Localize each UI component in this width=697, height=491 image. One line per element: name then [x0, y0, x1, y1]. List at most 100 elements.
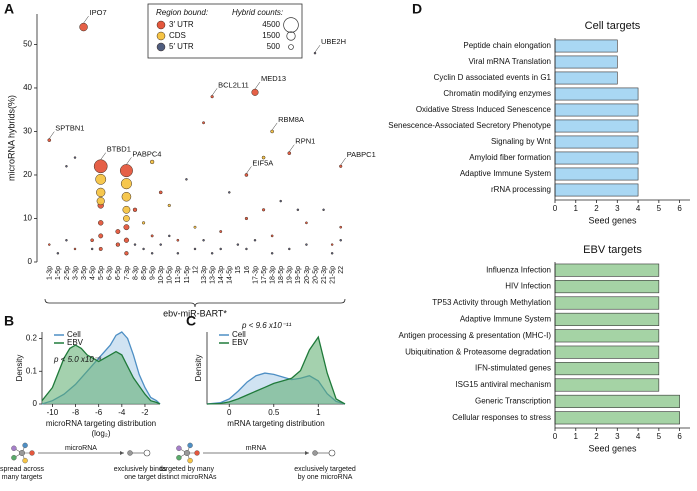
bubble [322, 208, 325, 212]
bubble [219, 247, 222, 251]
legend-box [147, 3, 303, 59]
x-tick-label: 2 [594, 432, 599, 441]
schematic-center [183, 450, 190, 457]
x-tick-label: 5 [657, 204, 662, 213]
x-tick-label: 2 [594, 204, 599, 213]
bubble [270, 234, 274, 238]
bubble [270, 129, 274, 134]
x-axis-label: Seed genes [588, 215, 637, 225]
bubble [296, 208, 300, 212]
bar [554, 329, 660, 343]
bubble [150, 252, 154, 255]
bubble [288, 247, 291, 251]
x-tick-label: 20-5p [312, 266, 319, 284]
y-axis-label: Density [15, 355, 24, 382]
x-bracket [44, 298, 346, 308]
bubble [228, 191, 231, 194]
bar [554, 312, 660, 326]
bar [554, 167, 639, 181]
y-tick-label: ISG15 antiviral mechanism [455, 380, 551, 389]
bubble [47, 138, 52, 142]
legend-swatch [156, 42, 166, 52]
x-axis-label: ebv-miR-BART* [163, 308, 227, 318]
y-tick-label: Oxidative Stress Induced Senescence [416, 105, 552, 114]
annotation: p < 5.0 x10⁻⁹ [53, 355, 102, 364]
x-tick-label: 6 [677, 204, 682, 213]
bubble [159, 243, 162, 246]
label-leader [246, 166, 252, 174]
size-legend-label: 1500 [262, 31, 280, 40]
legend-swatch [156, 20, 166, 30]
y-tick-label: Signaling by Wnt [491, 137, 552, 146]
x-tick-label: 9-5p [149, 266, 156, 280]
y-tick-label: 10 [23, 214, 32, 223]
y-tick-label: Amyloid fiber formation [469, 153, 551, 162]
x-tick-label: 5-5p [98, 266, 105, 280]
bubble [330, 252, 334, 255]
x-tick-label: -6 [95, 408, 103, 417]
y-tick-label: rRNA processing [491, 185, 551, 194]
legend-swatch [156, 31, 166, 41]
point-label: PABPC4 [132, 149, 161, 158]
schematic-target [143, 449, 151, 457]
bubble [339, 225, 343, 229]
label-leader [271, 122, 278, 131]
schematic-node [176, 445, 182, 451]
x-tick-label: 18-5p [278, 266, 285, 284]
y-tick-label: 0 [33, 399, 38, 408]
bubble [115, 229, 121, 234]
x-tick-label: 7-3p [124, 266, 131, 280]
y-tick-label: 0.1 [26, 366, 38, 375]
size-legend-label: 4500 [262, 20, 280, 29]
bubble [90, 247, 94, 251]
x-tick-label: 21-3p [321, 266, 328, 284]
bubble [65, 165, 68, 168]
legend-label: Cell [67, 330, 81, 339]
chart-title: Cell targets [585, 20, 641, 32]
bar [554, 280, 660, 294]
x-tick-label: 0.5 [268, 408, 280, 417]
bubble [133, 243, 137, 246]
x-tick-label: 21-5p [329, 266, 336, 284]
y-tick-label: 30 [23, 127, 32, 136]
x-axis-label: microRNA targeting distribution [46, 419, 156, 428]
x-tick-label: 10-5p [167, 266, 174, 284]
y-tick-label: IFN-stimulated genes [475, 364, 551, 373]
y-tick-label: 50 [23, 40, 32, 49]
schematic-text: exclusively targeted [294, 466, 356, 473]
bubble [202, 121, 206, 125]
bubble [287, 151, 292, 156]
schematic-node [11, 455, 17, 461]
size-legend-title: Hybrid counts: [232, 8, 283, 17]
bubble [98, 220, 104, 226]
x-tick-label: 1 [574, 432, 579, 441]
size-legend-label: 500 [267, 42, 281, 51]
y-tick-label: Cellular responses to stress [452, 413, 551, 422]
point-label: SPTBN1 [55, 124, 84, 133]
x-tick-label: 4 [636, 204, 641, 213]
point-label: IPO7 [90, 8, 107, 17]
y-tick-label: 0 [28, 257, 33, 266]
bubble [123, 237, 130, 243]
label-leader [314, 45, 321, 53]
x-tick-label: 13-3p [201, 266, 208, 284]
y-tick-label: Generic Transcription [475, 397, 551, 406]
x-tick-label: 20-3p [304, 266, 311, 284]
point-label: BCL2L11 [218, 80, 249, 89]
bubble [253, 238, 257, 242]
x-tick-label: 2-5p [64, 266, 71, 280]
bubble [93, 159, 108, 174]
bubble [305, 221, 308, 225]
bubble [119, 164, 133, 178]
point-label: EIF5A [252, 158, 273, 167]
schematic-node [187, 457, 193, 464]
schematic-label: microRNA [65, 445, 97, 452]
x-tick-label: 10-3p [158, 266, 165, 284]
bubble [251, 88, 259, 96]
schematic-node [176, 455, 182, 461]
x-tick-label: 8-5p [141, 266, 148, 280]
bubble [185, 178, 188, 181]
bubble [202, 238, 205, 242]
legend-label: Cell [232, 330, 246, 339]
